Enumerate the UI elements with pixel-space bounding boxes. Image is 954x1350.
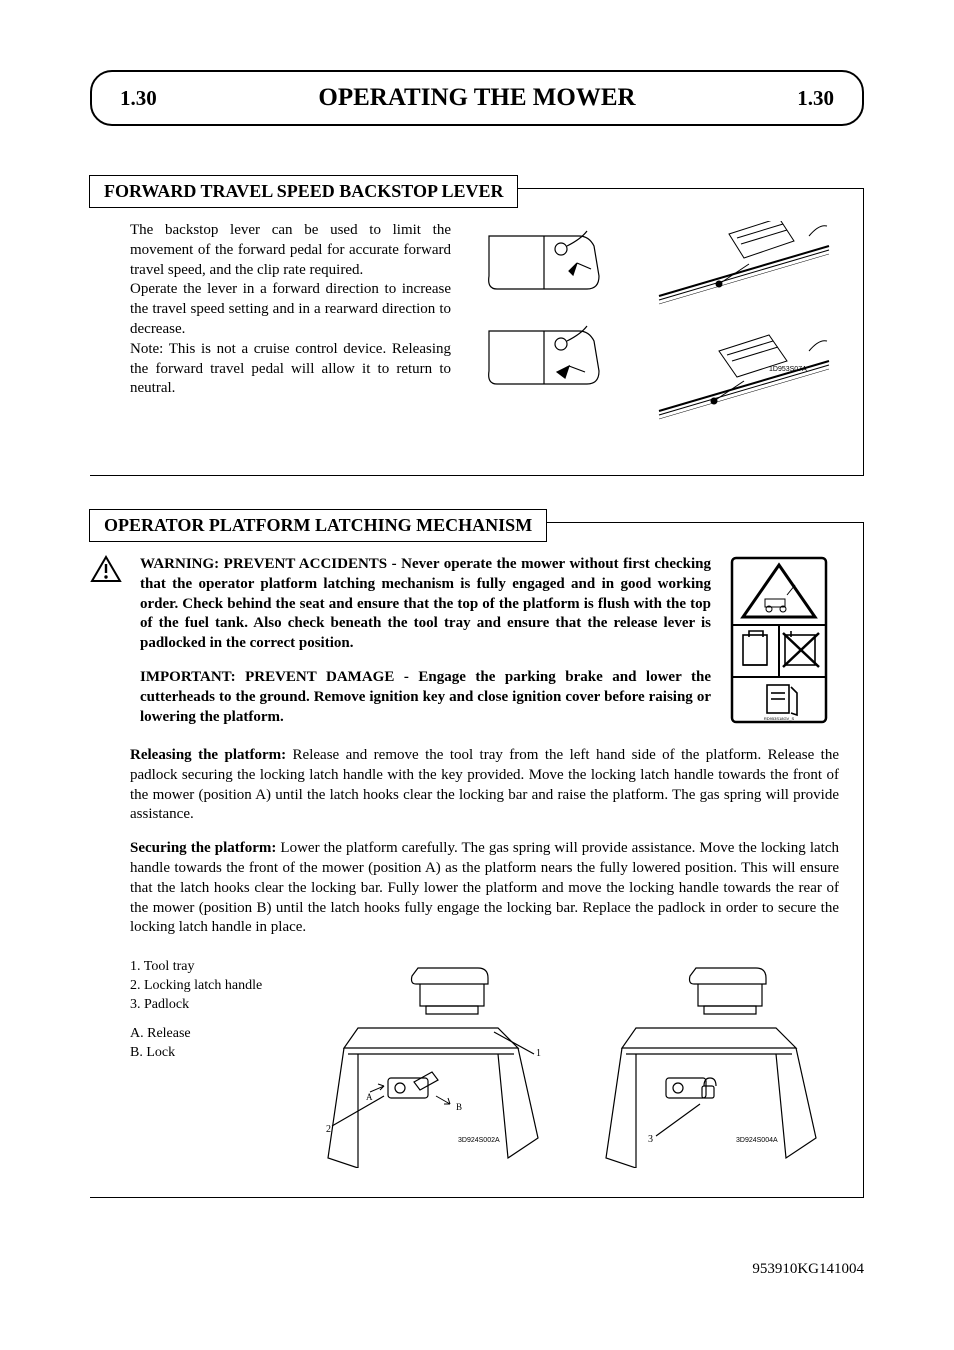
figure-legend: 1. Tool tray 2. Locking latch handle 3. …: [130, 958, 280, 1062]
warning-triangle-icon: [90, 555, 122, 583]
releasing-paragraph: Releasing the platform: Release and remo…: [130, 746, 839, 825]
header-center: OPERATING THE MOWER: [318, 84, 635, 112]
securing-paragraph: Securing the platform: Lower the platfor…: [130, 839, 839, 938]
svg-text:3D924S004A: 3D924S004A: [736, 1137, 778, 1144]
legend-3: 3. Padlock: [130, 996, 280, 1015]
section-backstop-lever: FORWARD TRAVEL SPEED BACKSTOP LEVER The …: [90, 188, 864, 476]
securing-lead: Securing the platform:: [130, 840, 276, 856]
svg-text:2: 2: [326, 1124, 331, 1135]
page-content: 1.30 OPERATING THE MOWER 1.30 FORWARD TR…: [90, 70, 864, 1198]
svg-text:3D924S002A: 3D924S002A: [458, 1137, 500, 1144]
section1-title: FORWARD TRAVEL SPEED BACKSTOP LEVER: [89, 175, 518, 208]
section-platform-latching: OPERATOR PLATFORM LATCHING MECHANISM WAR…: [90, 522, 864, 1198]
section1-text-column: The backstop lever can be used to limit …: [130, 221, 451, 441]
section1-p1: The backstop lever can be used to limit …: [130, 221, 451, 280]
legend-a: A. Release: [130, 1025, 280, 1044]
svg-text:A: A: [366, 1092, 373, 1102]
page-footer-id: 953910KG141004: [752, 1261, 864, 1278]
svg-text:B: B: [456, 1102, 462, 1112]
safety-pictogram: RD953S18GV_S: [729, 555, 829, 730]
svg-text:3: 3: [648, 1134, 653, 1145]
svg-text:RD953S18GV_S: RD953S18GV_S: [764, 716, 795, 721]
figure-platform-a: 1 2 A B 3D924S002A: [298, 958, 558, 1173]
fig1-id: 1D953S07A: [769, 366, 807, 373]
section1-p3: Note: This is not a cruise control devic…: [130, 340, 451, 399]
header-right: 1.30: [797, 86, 834, 111]
header-left: 1.30: [120, 86, 157, 111]
section1-p2: Operate the lever in a forward direction…: [130, 280, 451, 339]
section1-figure: 1D953S07A: [469, 221, 839, 441]
legend-b: B. Lock: [130, 1044, 280, 1063]
svg-text:1: 1: [536, 1048, 541, 1059]
warning-lead: WARNING: PREVENT ACCIDENTS -: [140, 556, 397, 572]
legend-1: 1. Tool tray: [130, 958, 280, 977]
legend-2: 2. Locking latch handle: [130, 977, 280, 996]
section2-title: OPERATOR PLATFORM LATCHING MECHANISM: [89, 509, 547, 542]
page-header-box: 1.30 OPERATING THE MOWER 1.30: [90, 70, 864, 126]
warning-block: WARNING: PREVENT ACCIDENTS - Never opera…: [140, 555, 711, 730]
important-text: IMPORTANT: PREVENT DAMAGE - Engage the p…: [140, 668, 711, 727]
figure-platform-b: 3 3D924S004A: [576, 958, 836, 1173]
releasing-lead: Releasing the platform:: [130, 747, 286, 763]
